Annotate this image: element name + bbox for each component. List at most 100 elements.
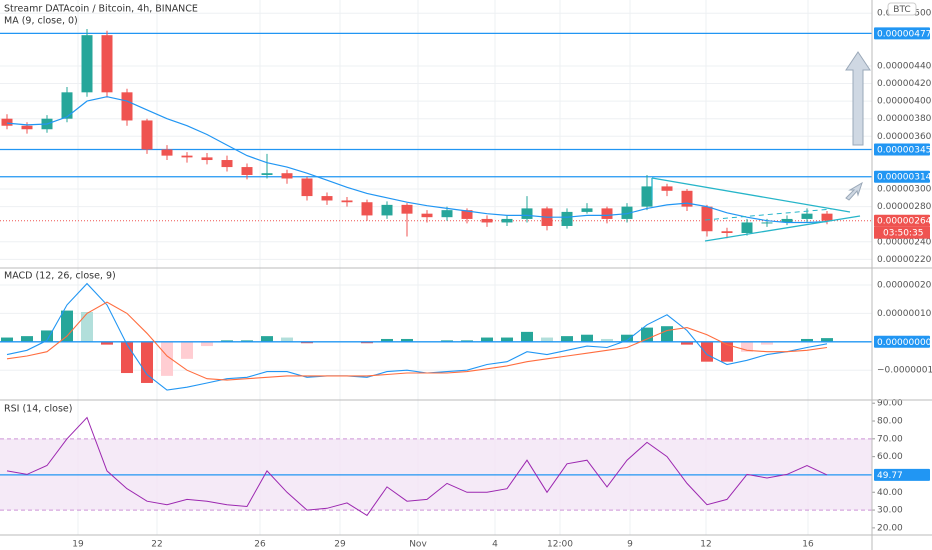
y-tick-label: 0.00000240 [877, 237, 932, 247]
candle-body [801, 213, 813, 219]
candle-body [821, 213, 833, 221]
candle-body [421, 213, 433, 218]
candle-body [201, 157, 213, 161]
histogram-bar [561, 336, 573, 342]
histogram-bar [0, 337, 13, 342]
histogram-bar [521, 331, 533, 342]
macd-line [6, 301, 828, 381]
x-tick-label: 19 [72, 540, 84, 550]
big-arrow [845, 51, 871, 146]
y-tick-label: 60.00 [877, 452, 903, 462]
candle-body [681, 190, 693, 207]
candle-body [581, 208, 593, 212]
histogram-bar [281, 337, 293, 342]
candle-body [361, 202, 373, 216]
histogram-bar [101, 341, 113, 345]
histogram-bar [621, 334, 633, 342]
x-tick-label: 26 [254, 540, 266, 550]
y-tick-label: 90.00 [877, 399, 903, 409]
y-tick-label: 0.00000220 [877, 255, 932, 265]
histogram-bar [461, 340, 473, 342]
histogram-bar [301, 341, 313, 344]
histogram-bar [761, 341, 773, 345]
candle-body [101, 35, 113, 93]
last-price-label-bg [874, 214, 930, 227]
y-tick-label: 30.00 [877, 506, 903, 516]
histogram-bar [41, 330, 53, 342]
candle-body [261, 173, 273, 175]
candle-body [461, 210, 473, 219]
histogram-bar [541, 337, 553, 342]
y-tick-label: 0.00000400 [877, 97, 932, 107]
y-tick-label: 0.00000380 [877, 114, 932, 124]
histogram-bar [581, 334, 593, 342]
histogram-bar [721, 341, 733, 362]
x-tick-label: 12:00 [547, 540, 573, 550]
triangle-lower [704, 215, 861, 242]
histogram-bar [481, 337, 493, 342]
candle-body [401, 204, 413, 214]
small-arrow [845, 181, 863, 201]
candle-body [1, 118, 13, 126]
x-tick-label: 29 [334, 540, 346, 550]
candle-body [121, 92, 133, 121]
candle-body [281, 173, 293, 179]
candle-body [21, 125, 33, 130]
histogram-bar [61, 310, 73, 342]
triangle-upper [651, 177, 851, 213]
chart-title: Streamr DATAcoin / Bitcoin, 4h, BINANCE [4, 4, 198, 15]
y-tick-label: 80.00 [877, 417, 903, 427]
candle-body [321, 196, 333, 201]
y-tick-label: 40.00 [877, 488, 903, 498]
histogram-bar [381, 338, 393, 342]
histogram-bar [701, 341, 713, 362]
candle-body [481, 218, 493, 223]
y-tick-label: 0.00000440 [877, 61, 932, 71]
horizontal-line-label: 0.00000314 [877, 173, 932, 183]
zero-line-label: 0.00000000 [877, 338, 932, 348]
y-tick-label: −0.00000010 [877, 366, 932, 376]
x-tick-label: 22 [151, 540, 162, 550]
y-tick-label: 0.00000020 [877, 281, 932, 291]
candle-body [161, 149, 173, 156]
histogram-bar [661, 326, 673, 342]
x-tick-label: 16 [802, 540, 814, 550]
candle-body [761, 222, 773, 224]
candle-body [341, 200, 353, 203]
histogram-bar [821, 338, 833, 342]
horizontal-line-label-bg [874, 170, 930, 183]
histogram-bar [801, 338, 813, 342]
ma-line [6, 96, 828, 224]
candle-body [621, 206, 633, 219]
histogram-bar [221, 340, 233, 342]
candle-body [381, 204, 393, 216]
rsi-line [6, 416, 828, 517]
candle-body [521, 208, 533, 219]
panel-title: RSI (14, close) [4, 404, 72, 415]
histogram-bar [161, 341, 173, 376]
histogram-bar [81, 312, 93, 342]
candle-body [701, 206, 713, 232]
histogram-bar [121, 341, 133, 374]
histogram-bar [641, 327, 653, 342]
y-tick-label: 0.00000280 [877, 202, 932, 212]
candle-body [81, 35, 93, 93]
y-tick-label: 0.00000360 [877, 132, 932, 142]
candle-body [181, 155, 193, 158]
horizontal-line-label-bg [874, 143, 930, 156]
histogram-bar [401, 338, 413, 342]
candle-body [641, 186, 653, 207]
y-tick-label: 20.00 [877, 523, 903, 533]
horizontal-line-label: 0.00000477 [877, 29, 931, 39]
macd-line [6, 282, 828, 391]
last-price-label: 0.00000264 [877, 217, 932, 227]
candle-body [661, 186, 673, 191]
x-tick-label: 9 [627, 540, 633, 550]
histogram-bar [261, 336, 273, 342]
countdown: 03:50:35 [883, 229, 923, 239]
histogram-bar [441, 340, 453, 342]
x-tick-label: Nov [409, 540, 427, 550]
histogram-bar [501, 337, 513, 342]
drawings [651, 51, 871, 242]
